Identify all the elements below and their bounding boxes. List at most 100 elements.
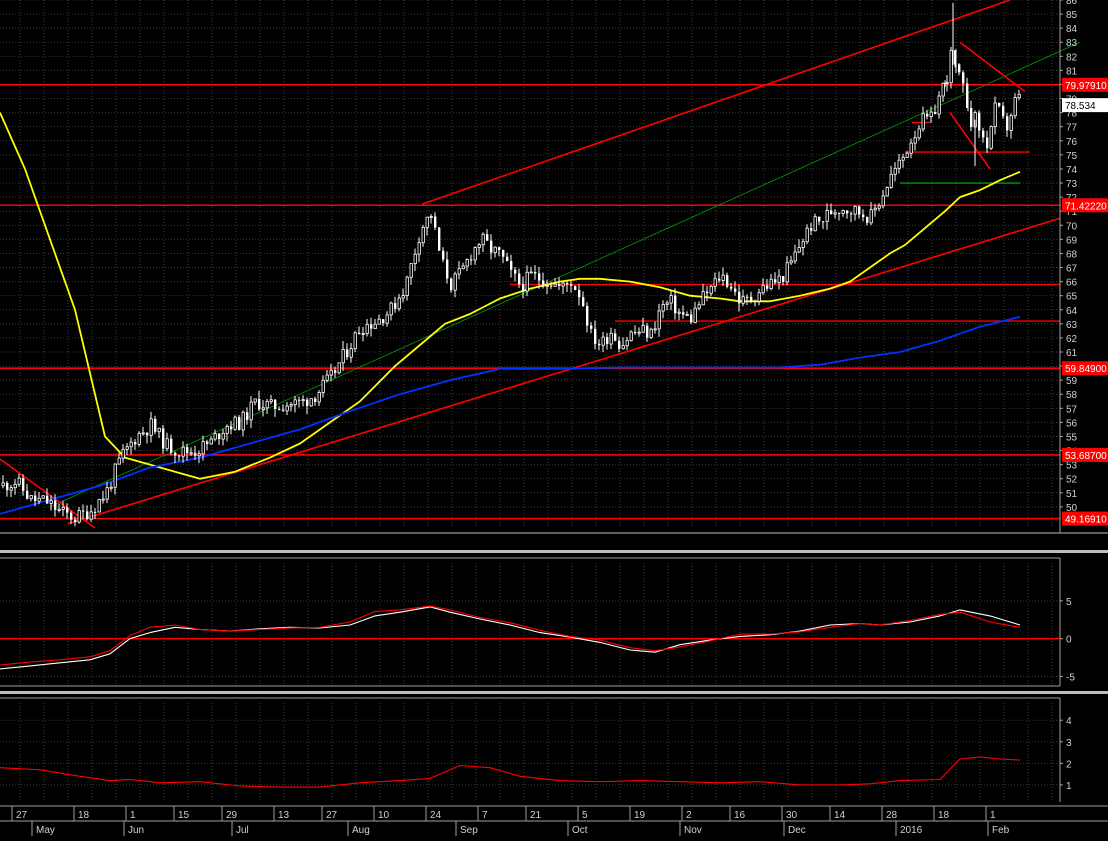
candle-body — [17, 477, 21, 485]
y-tick-label: 65 — [1066, 292, 1078, 303]
candle-body — [1006, 116, 1009, 131]
candle-body — [253, 398, 257, 403]
candle-body — [510, 261, 513, 270]
candle-body — [693, 307, 697, 323]
x-month-label: Sep — [460, 825, 478, 836]
candle-body — [241, 411, 245, 431]
candle-body — [893, 167, 897, 175]
candle-body — [909, 142, 913, 154]
candle-body — [490, 240, 493, 253]
x-tick-label: 1 — [990, 810, 996, 821]
candle-body — [993, 102, 997, 128]
y-tick-label: 52 — [1066, 475, 1078, 486]
candle-body — [665, 302, 669, 305]
candle-body — [734, 288, 737, 292]
candle-body — [502, 249, 505, 257]
candle-body — [873, 207, 877, 211]
candle-body — [358, 332, 361, 335]
candle-body — [1017, 93, 1021, 98]
y-tick-label: 70 — [1066, 221, 1078, 232]
candle-body — [361, 333, 365, 335]
candle-body — [637, 331, 641, 334]
candle-body — [609, 332, 613, 345]
x-tick-label: 14 — [834, 810, 846, 821]
candle-body — [442, 250, 445, 260]
candle-body — [801, 241, 805, 248]
price-level-tag — [1062, 77, 1108, 92]
candle-body — [285, 405, 289, 412]
candle-body — [246, 412, 249, 420]
candle-body — [141, 432, 145, 435]
y-tick-label: 68 — [1066, 249, 1078, 260]
candle-body — [13, 483, 17, 489]
price-level-tag — [1062, 447, 1108, 462]
candle-body — [434, 216, 437, 228]
y-tick-label: 67 — [1066, 264, 1078, 275]
y-tick-label: 53 — [1066, 461, 1078, 472]
price-level-tag — [1062, 361, 1108, 376]
panel-separator — [0, 550, 1108, 553]
moving-average-line — [0, 112, 1021, 480]
candle-body — [174, 452, 177, 456]
candle-body — [218, 433, 221, 440]
candle-body — [813, 216, 817, 232]
candle-body — [465, 259, 469, 267]
candle-body — [282, 409, 285, 411]
candle-body — [157, 427, 161, 433]
y-tick-label: 59 — [1066, 376, 1078, 387]
candle-body — [718, 278, 721, 281]
trend-line — [949, 112, 991, 170]
candle-body — [170, 438, 173, 453]
y-tick-label: 51 — [1066, 489, 1078, 500]
candle-body — [397, 297, 401, 310]
candles — [1, 2, 1021, 527]
indicator-2-line — [0, 756, 1021, 788]
y-tick-label: 4 — [1066, 716, 1072, 727]
candle-body — [614, 333, 617, 341]
candle-body — [1, 482, 5, 487]
x-tick-label: 18 — [938, 810, 950, 821]
candle-body — [498, 247, 501, 250]
candle-body — [797, 247, 801, 253]
candle-body — [841, 210, 845, 214]
y-tick-label: 81 — [1066, 66, 1078, 77]
candle-body — [373, 323, 377, 329]
candle-body — [269, 399, 273, 403]
candle-body — [213, 433, 217, 440]
candle-body — [353, 332, 357, 350]
candle-body — [238, 417, 241, 430]
x-month-label: Dec — [788, 825, 806, 836]
candle-body — [869, 209, 873, 224]
moving-averages — [0, 112, 1021, 515]
candle-body — [574, 285, 577, 291]
x-tick-label: 16 — [734, 810, 746, 821]
candle-body — [473, 247, 477, 261]
candle-body — [377, 318, 381, 325]
candle-body — [9, 487, 13, 491]
candle-body — [1002, 106, 1005, 117]
x-tick-label: 28 — [886, 810, 898, 821]
last-price-label: 78.534 — [1065, 101, 1096, 112]
candle-body — [978, 112, 981, 131]
candle-body — [690, 314, 693, 323]
candle-body — [777, 275, 781, 283]
y-tick-label: 74 — [1066, 165, 1078, 176]
candle-body — [54, 500, 57, 510]
candle-body — [154, 418, 157, 432]
price-level-label: 79.97910 — [1065, 81, 1107, 92]
candle-body — [769, 278, 773, 289]
y-tick-label: 3 — [1066, 738, 1072, 749]
candle-body — [225, 426, 229, 434]
candle-body — [846, 210, 849, 214]
candle-body — [446, 259, 449, 279]
candle-body — [793, 251, 797, 262]
candle-body — [486, 234, 489, 241]
candle-body — [625, 340, 629, 347]
candle-body — [66, 507, 69, 513]
candle-body — [394, 303, 397, 309]
candle-body — [709, 285, 713, 294]
grid — [0, 0, 1060, 800]
candle-body — [233, 416, 237, 430]
